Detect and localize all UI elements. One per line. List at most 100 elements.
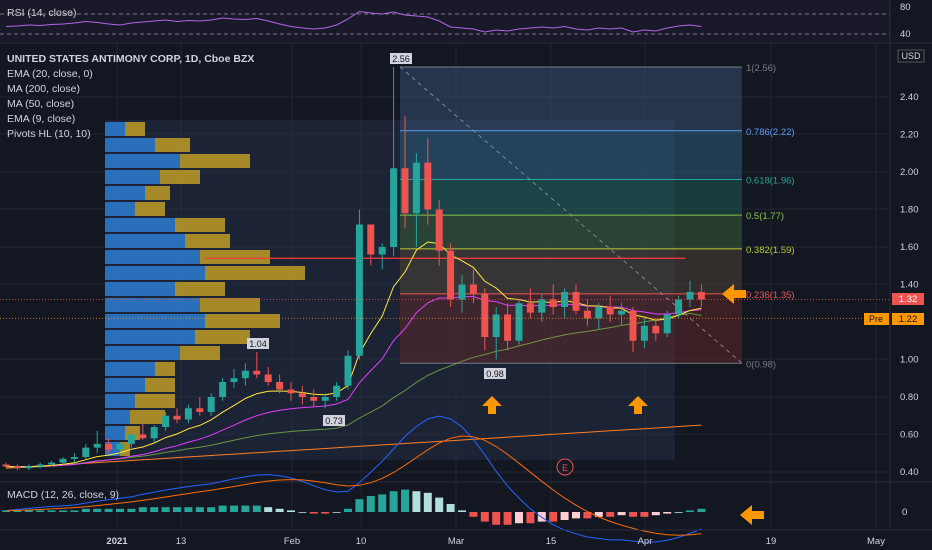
- macd-bar: [435, 497, 444, 512]
- earnings-marker[interactable]: E: [556, 458, 574, 476]
- candle: [36, 462, 44, 469]
- fib-level-label: 0.236(1.35): [746, 290, 795, 301]
- candle: [504, 303, 512, 351]
- macd-bar: [81, 508, 90, 512]
- price-axis[interactable]: 2.40 2.20 2.00 1.80 1.60 1.40 1.00 0.80 0.60 0.40: [900, 92, 919, 478]
- price-axis-tick: 2.20: [900, 130, 919, 141]
- candle: [162, 412, 170, 431]
- candle: [458, 275, 466, 313]
- candle: [276, 374, 284, 394]
- macd-bar: [640, 512, 649, 517]
- candle: [139, 423, 147, 441]
- svg-text:0: 0: [902, 507, 907, 518]
- candle: [196, 397, 204, 416]
- fib-level-label: 0(0.98): [746, 359, 776, 370]
- candle: [401, 115, 409, 229]
- macd-bar: [663, 512, 672, 514]
- macd-bar: [47, 510, 56, 512]
- price-axis-tick: 0.40: [900, 467, 919, 478]
- macd-bar: [252, 505, 261, 512]
- macd-bar: [275, 508, 284, 512]
- candle: [70, 453, 78, 463]
- macd-bar: [594, 512, 603, 517]
- macd-bar: [572, 512, 580, 519]
- macd-bar: [218, 505, 227, 512]
- macd-label[interactable]: MACD (12, 26, close, 9): [7, 489, 119, 501]
- price-axis-tick: 2.00: [900, 167, 919, 178]
- price-axis-tick: 1.80: [900, 205, 919, 216]
- candle: [629, 307, 637, 352]
- candle: [492, 307, 500, 360]
- svg-text:80: 80: [900, 2, 911, 13]
- candle: [378, 243, 386, 270]
- fibonacci-retracement[interactable]: 1(2.56) 0.786(2.22) 0.618(1.96) 0.5(1.77) 0.…: [400, 63, 795, 370]
- candle: [184, 404, 192, 424]
- macd-bar: [138, 507, 147, 512]
- candle: [207, 393, 215, 416]
- last-price-tag: 1.32: [892, 293, 924, 305]
- legend-item: MA (200, close): [7, 83, 80, 95]
- candle: [150, 425, 158, 442]
- candle: [264, 367, 272, 386]
- candle: [25, 464, 33, 471]
- candle: [697, 284, 705, 307]
- up-arrow-icon: [628, 396, 648, 414]
- legend-item: MA (50, close): [7, 98, 74, 110]
- macd-bar: [264, 507, 273, 512]
- macd-bar: [526, 512, 535, 524]
- svg-text:1.32: 1.32: [899, 294, 918, 305]
- macd-bar: [298, 512, 307, 513]
- candle: [287, 382, 295, 401]
- pivot-high-label: 2.56: [390, 53, 412, 64]
- legend-item: EMA (9, close): [7, 113, 75, 125]
- candle: [606, 295, 614, 322]
- candle: [253, 352, 261, 379]
- left-arrow-icon: [722, 284, 746, 304]
- candle: [549, 284, 557, 315]
- candle: [13, 464, 21, 471]
- macd-bar: [184, 507, 193, 512]
- candle: [2, 462, 10, 469]
- macd-bar: [59, 510, 67, 512]
- macd-bar: [195, 507, 204, 512]
- macd-bar: [458, 510, 466, 512]
- time-axis-tick: Feb: [284, 536, 300, 547]
- up-arrow-icon: [482, 396, 502, 414]
- rsi-pane: [0, 0, 890, 42]
- macd-bar: [401, 489, 409, 512]
- time-axis-tick: 2021: [106, 536, 128, 547]
- price-axis-tick: 0.60: [900, 430, 919, 441]
- candle: [93, 430, 101, 454]
- rsi-label[interactable]: RSI (14, close): [7, 7, 76, 19]
- time-axis-tick: 13: [176, 536, 187, 547]
- left-arrow-icon: [740, 505, 764, 525]
- candle: [321, 393, 329, 409]
- candle: [686, 280, 694, 307]
- pivot-low-label: 0.73: [323, 415, 345, 426]
- price-axis-tick: 2.40: [900, 92, 919, 103]
- macd-pane: [2, 415, 706, 543]
- candle: [595, 303, 603, 330]
- candle: [435, 200, 443, 266]
- chart-legend[interactable]: UNITED STATES ANTIMONY CORP, 1D, Cboe BZ…: [7, 53, 254, 140]
- candle: [298, 385, 306, 405]
- macd-bar: [560, 512, 569, 520]
- candle: [424, 138, 432, 225]
- macd-bar: [366, 496, 375, 512]
- time-axis[interactable]: 2021 13 Feb 10 Mar 15 Apr 19 May: [106, 536, 885, 547]
- candle: [640, 318, 648, 349]
- candle: [230, 368, 238, 388]
- macd-bar: [241, 505, 250, 512]
- macd-bar: [24, 510, 33, 512]
- candle: [82, 443, 90, 459]
- currency-label[interactable]: USD: [897, 49, 925, 63]
- macd-bar: [378, 494, 387, 512]
- candle: [127, 430, 135, 448]
- macd-bar: [423, 492, 432, 512]
- macd-bar: [651, 512, 660, 516]
- macd-bar: [446, 504, 455, 512]
- candle: [48, 460, 56, 467]
- pivot-high-near-label: 1.04: [247, 338, 269, 349]
- macd-bar: [2, 510, 10, 512]
